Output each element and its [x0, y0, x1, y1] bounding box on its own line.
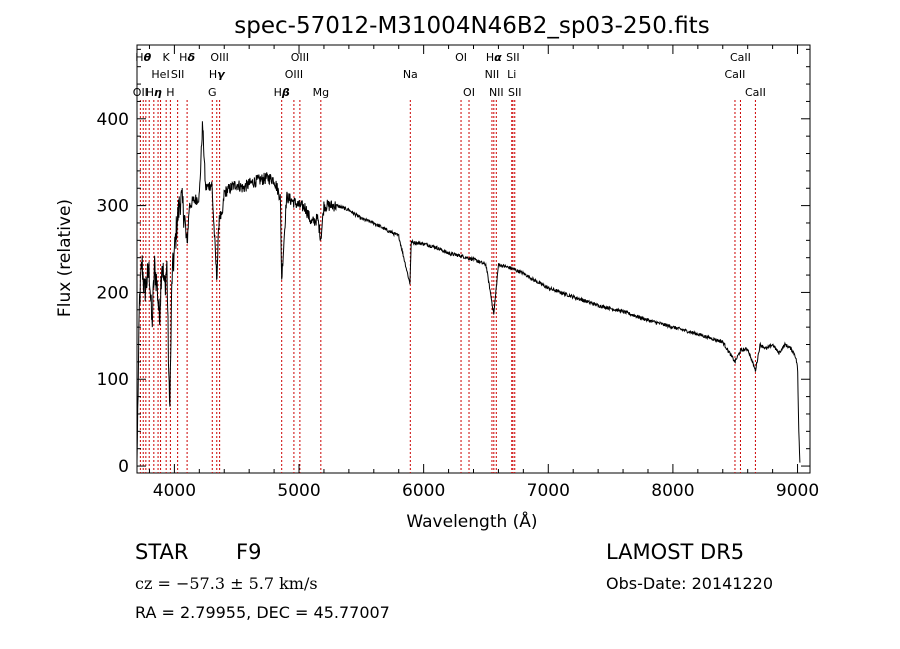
line-label-22: Hα [486, 51, 502, 64]
line-label-0: OII [133, 86, 148, 99]
line-label-11: G [208, 86, 217, 99]
x-tick-label: 5000 [277, 481, 320, 501]
line-label-10: Hδ [179, 51, 195, 64]
line-label-14: Hβ [274, 86, 290, 99]
x-tick-label: 8000 [651, 481, 694, 501]
axis-ticks: 4000 5000 6000 7000 8000 9000 0 100 200 300 400 [97, 45, 819, 501]
line-label-8: H [166, 86, 174, 99]
line-label-12: Hγ [209, 68, 226, 81]
y-tick-label: 400 [97, 110, 129, 130]
line-label-19: OI [455, 51, 467, 64]
line-label-29: CaII [745, 86, 766, 99]
coordinates: RA = 2.79955, DEC = 45.77007 [135, 603, 390, 622]
line-label-16: OIII [291, 51, 309, 64]
survey-name: LAMOST DR5 [606, 540, 745, 564]
line-label-20: OI [463, 86, 475, 99]
y-tick-label: 0 [118, 457, 129, 477]
line-label-26: SII [508, 86, 521, 99]
spectral-subclass: F9 [236, 540, 262, 564]
x-tick-label: 7000 [527, 481, 570, 501]
y-tick-label: 200 [97, 283, 129, 303]
line-label-6: HeI [151, 68, 169, 81]
line-label-1: Hθ [135, 51, 151, 64]
line-label-17: Mg [313, 86, 329, 99]
x-axis-label: Wavelength (Å) [406, 510, 537, 532]
object-class: STAR [135, 540, 189, 564]
line-label-24: Li [507, 68, 516, 81]
line-label-21: NII [485, 68, 500, 81]
observation-date: Obs-Date: 20141220 [606, 574, 774, 593]
line-label-15: OIII [285, 68, 303, 81]
line-label-27: CaII [725, 68, 746, 81]
line-label-25: SII [506, 51, 519, 64]
chart-title: spec-57012-M31004N46B2_sp03-250.fits [234, 13, 709, 39]
y-tick-label: 100 [97, 370, 129, 390]
line-label-23: NII [489, 86, 504, 99]
x-tick-label: 6000 [402, 481, 445, 501]
line-label-13: OIII [210, 51, 228, 64]
line-label-7: K [163, 51, 171, 64]
line-label-4: Hη [146, 86, 162, 99]
x-tick-label: 4000 [153, 481, 196, 501]
line-label-18: Na [403, 68, 418, 81]
x-tick-label: 9000 [776, 481, 819, 501]
line-label-9: SII [171, 68, 184, 81]
line-label-28: CaII [730, 51, 751, 64]
y-axis-label: Flux (relative) [55, 199, 75, 317]
y-tick-label: 300 [97, 197, 129, 217]
spectral-line-markers: OII Hθ Hη HeI K H SII Hδ G Hγ OIII Hβ OIII OIII Mg Na OI… [133, 51, 766, 473]
spectrum-line [136, 121, 801, 463]
redshift-value: cz = −57.3 ± 5.7 km/s [135, 574, 318, 593]
